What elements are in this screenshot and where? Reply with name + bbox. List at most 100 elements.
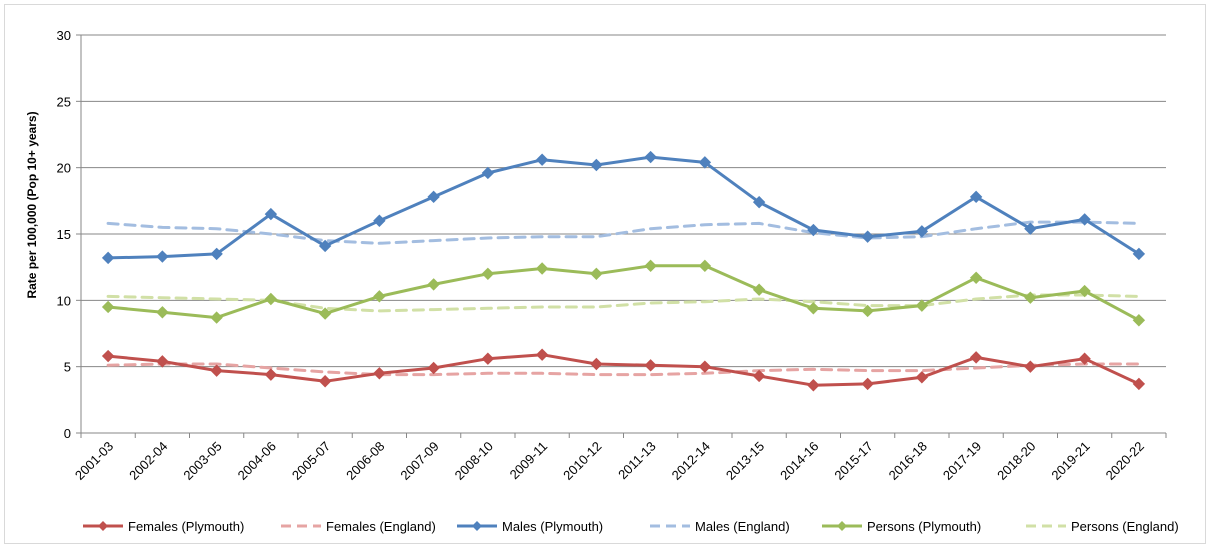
data-point <box>428 279 439 290</box>
y-tick-label: 0 <box>64 426 71 441</box>
data-point <box>1133 378 1144 389</box>
y-tick-label: 30 <box>57 28 71 43</box>
legend-item-persons-england: Persons (England) <box>1026 519 1179 534</box>
data-point <box>537 263 548 274</box>
data-point <box>1025 361 1036 372</box>
chart-frame: 0 5 10 15 20 25 30 2001-03 2002-04 2003-05 2004-0… <box>4 4 1206 544</box>
x-tick-label: 2011-13 <box>615 439 659 483</box>
data-point <box>320 376 331 387</box>
series-line-males-plymouth <box>108 157 1139 258</box>
series-males-england <box>108 222 1139 243</box>
x-tick-label: 2004-06 <box>235 439 279 483</box>
y-axis-label: Rate per 100,000 (Pop 10+ years) <box>25 111 39 298</box>
data-point <box>482 167 493 178</box>
y-tick-labels: 0 5 10 15 20 25 30 <box>57 28 71 441</box>
data-point <box>211 312 222 323</box>
data-point <box>537 154 548 165</box>
data-point <box>265 369 276 380</box>
legend-item-females-plymouth: Females (Plymouth) <box>83 519 244 534</box>
legend-label: Males (Plymouth) <box>502 519 603 534</box>
y-tick-label: 5 <box>64 360 71 375</box>
data-point <box>1133 315 1144 326</box>
data-point <box>808 303 819 314</box>
line-chart: 0 5 10 15 20 25 30 2001-03 2002-04 2003-05 2004-0… <box>5 5 1205 543</box>
data-point <box>971 272 982 283</box>
legend-item-males-england: Males (England) <box>650 519 790 534</box>
data-point <box>157 307 168 318</box>
legend-item-females-england: Females (England) <box>281 519 436 534</box>
legend-marker <box>837 521 847 531</box>
legend-item-persons-plymouth: Persons (Plymouth) <box>822 519 981 534</box>
data-point <box>645 360 656 371</box>
series-persons-plymouth <box>103 260 1145 325</box>
data-point <box>645 260 656 271</box>
data-point <box>916 300 927 311</box>
x-tick-label: 2017-19 <box>940 439 984 483</box>
x-tick-label: 2009-11 <box>507 439 551 483</box>
legend-label: Males (England) <box>695 519 790 534</box>
x-tick-label: 2013-15 <box>723 439 767 483</box>
data-point <box>699 260 710 271</box>
data-point <box>374 368 385 379</box>
x-tick-label: 2019-21 <box>1048 439 1092 483</box>
data-point <box>265 294 276 305</box>
data-point <box>916 372 927 383</box>
legend-marker <box>98 521 108 531</box>
data-point <box>645 152 656 163</box>
legend-label: Females (Plymouth) <box>128 519 244 534</box>
y-tick-label: 10 <box>57 293 71 308</box>
x-tick-label: 2005-07 <box>289 439 333 483</box>
data-point <box>591 359 602 370</box>
x-tick-label: 2001-03 <box>72 439 116 483</box>
data-point <box>428 191 439 202</box>
data-point <box>808 380 819 391</box>
data-point <box>482 353 493 364</box>
gridlines <box>81 35 1166 367</box>
series-lines <box>103 152 1145 391</box>
x-tick-label: 2006-08 <box>343 439 387 483</box>
data-point <box>862 231 873 242</box>
series-line-females-plymouth <box>108 355 1139 386</box>
legend-marker <box>472 521 482 531</box>
y-tick-label: 20 <box>57 161 71 176</box>
x-tick-label: 2020-22 <box>1103 439 1147 483</box>
series-line-males-england <box>108 222 1139 243</box>
legend-label: Persons (Plymouth) <box>867 519 981 534</box>
data-point <box>591 268 602 279</box>
x-tick-label: 2010-12 <box>560 439 604 483</box>
x-tick-label: 2018-20 <box>994 439 1038 483</box>
x-tick-label: 2008-10 <box>452 439 496 483</box>
data-point <box>1079 353 1090 364</box>
data-point <box>591 160 602 171</box>
data-point <box>374 215 385 226</box>
x-tick-labels: 2001-03 2002-04 2003-05 2004-06 2005-07 2006-… <box>72 439 1147 483</box>
x-tick-label: 2012-14 <box>669 439 713 483</box>
data-point <box>862 378 873 389</box>
data-point <box>428 362 439 373</box>
x-tick-label: 2007-09 <box>397 439 441 483</box>
x-tick-label: 2003-05 <box>180 439 224 483</box>
series-males-plymouth <box>103 152 1145 264</box>
x-tick-label: 2016-18 <box>886 439 930 483</box>
data-point <box>862 305 873 316</box>
data-point <box>754 284 765 295</box>
legend-label: Persons (England) <box>1071 519 1179 534</box>
data-point <box>699 361 710 372</box>
data-point <box>103 301 114 312</box>
y-tick-label: 25 <box>57 94 71 109</box>
data-point <box>482 268 493 279</box>
legend-item-males-plymouth: Males (Plymouth) <box>457 519 603 534</box>
data-point <box>537 349 548 360</box>
series-females-plymouth <box>103 349 1145 391</box>
x-tick-label: 2014-16 <box>777 439 821 483</box>
x-tick-label: 2002-04 <box>126 439 170 483</box>
data-point <box>971 352 982 363</box>
data-point <box>103 252 114 263</box>
y-tick-label: 15 <box>57 227 71 242</box>
data-point <box>103 351 114 362</box>
data-point <box>157 251 168 262</box>
legend-label: Females (England) <box>326 519 436 534</box>
x-tick-label: 2015-17 <box>831 439 875 483</box>
legend: Females (Plymouth) Females (England) Males… <box>83 519 1179 534</box>
series-line-persons-plymouth <box>108 266 1139 320</box>
